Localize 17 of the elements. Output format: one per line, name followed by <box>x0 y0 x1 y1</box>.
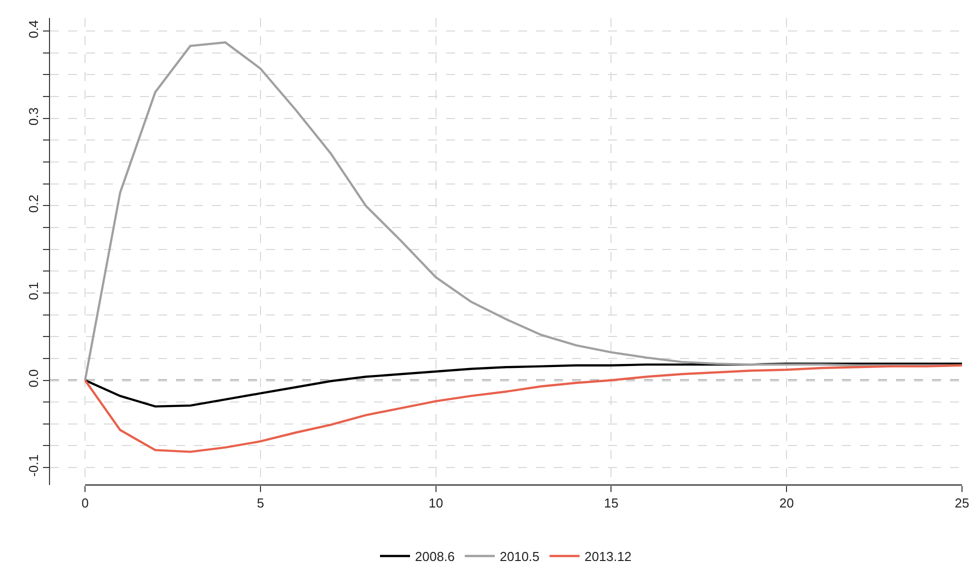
legend-label: 2008.6 <box>415 549 455 564</box>
legend-label: 2013.12 <box>584 549 632 564</box>
x-tick-label: 0 <box>81 496 89 511</box>
x-tick-label: 10 <box>428 496 444 511</box>
x-tick-label: 15 <box>604 496 618 511</box>
y-tick-label: 0.3 <box>26 107 41 126</box>
x-tick-label: 20 <box>779 496 794 511</box>
y-tick-label: -0.1 <box>26 454 41 477</box>
y-tick-label: 0.1 <box>26 282 41 300</box>
y-tick-label: 0.0 <box>26 369 41 388</box>
line-series <box>84 362 962 408</box>
y-tick-label: 0.4 <box>26 20 41 38</box>
line-series <box>84 364 962 453</box>
x-tick-label: 5 <box>256 496 264 511</box>
y-tick-label: 0.2 <box>26 194 41 213</box>
legend-label: 2010.5 <box>500 549 540 564</box>
x-tick-label: 25 <box>954 496 970 511</box>
